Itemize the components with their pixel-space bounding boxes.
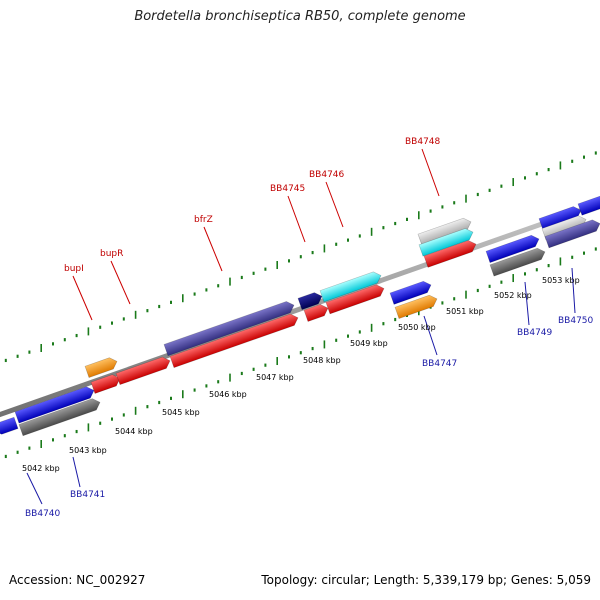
gene-label-BB4747: BB4747 — [422, 359, 457, 369]
gene-labels-top: bupI bupR bfrZ BB4745 BB4746 BB4748 — [64, 137, 441, 274]
leader-line — [325, 181, 344, 228]
cds-BB4750-blue — [538, 206, 582, 231]
leader-line — [571, 267, 576, 314]
gene-label-bupR: bupR — [100, 249, 123, 259]
gene-features — [0, 195, 600, 437]
cds-BB4748-cyan — [418, 228, 474, 257]
gene-label-BB4749: BB4749 — [517, 328, 553, 338]
cds-bfrZ-slate — [163, 301, 295, 357]
scale-label: 5043 kbp — [69, 446, 107, 455]
scale-label: 5050 kbp — [398, 323, 436, 332]
leader-line — [287, 195, 306, 243]
genome-stats-label: Topology: circular; Length: 5,339,179 bp… — [261, 573, 591, 587]
scale-label: 5044 kbp — [115, 427, 153, 436]
scale-label: 5042 kbp — [22, 464, 60, 473]
cds-BB4746-cyan — [319, 271, 382, 303]
gene-label-BB4745: BB4745 — [270, 184, 305, 194]
cds-BB4748-light — [417, 217, 472, 246]
cds-BB4749-blue — [485, 234, 540, 263]
scale-labels: 5042 kbp 5043 kbp 5044 kbp 5045 kbp 5046… — [22, 276, 580, 473]
cds-bupI-orange — [84, 357, 118, 378]
leader-line — [72, 275, 93, 321]
gene-label-BB4740: BB4740 — [25, 509, 61, 519]
scale-label: 5049 kbp — [350, 339, 388, 348]
cds-bupI — [90, 374, 121, 394]
cds-BB4749-gray — [489, 247, 546, 277]
scale-label: 5051 kbp — [446, 307, 484, 316]
tick-tracks — [4, 151, 597, 459]
cds-BB4741-blue — [14, 386, 95, 424]
gene-label-BB4750: BB4750 — [558, 316, 594, 326]
leader-line — [423, 315, 438, 356]
cds-bfrZ — [169, 313, 299, 369]
genome-backbone — [0, 200, 600, 418]
scale-label: 5048 kbp — [303, 356, 341, 365]
cds-BB4748 — [423, 240, 477, 268]
accession-label: Accession: NC_002927 — [9, 573, 146, 587]
cds-BB4750-slate — [544, 219, 600, 249]
leader-line — [203, 226, 223, 272]
cds-BB4747-blue — [389, 280, 432, 305]
leader-line — [26, 472, 43, 505]
cds-bupR — [115, 356, 171, 386]
cds-BB4745-navy — [297, 292, 323, 311]
leader-line — [72, 456, 81, 488]
scale-label: 5052 kbp — [494, 291, 532, 300]
scale-label: 5045 kbp — [162, 408, 200, 417]
cds-BB4740 — [0, 416, 19, 435]
leader-line — [110, 260, 131, 305]
gene-label-bupI: bupI — [64, 264, 84, 274]
gene-label-BB4741: BB4741 — [70, 490, 105, 500]
cds-edge-blue — [577, 195, 600, 216]
scale-label: 5053 kbp — [542, 276, 580, 285]
gene-label-BB4746: BB4746 — [309, 170, 345, 180]
gene-label-BB4748: BB4748 — [405, 137, 441, 147]
leader-line — [524, 281, 530, 326]
map-title: Bordetella bronchiseptica RB50, complete… — [134, 9, 466, 24]
cds-BB4746 — [325, 284, 385, 315]
scale-label: 5046 kbp — [209, 390, 247, 399]
gene-label-bfrZ: bfrZ — [194, 215, 213, 225]
label-leader-lines — [26, 148, 576, 505]
leader-line — [421, 148, 440, 197]
cds-BB4747-orange — [394, 294, 438, 319]
gene-labels-bottom: BB4740 BB4741 BB4747 BB4749 BB4750 — [25, 316, 594, 519]
cds-BB4745 — [303, 304, 329, 322]
scale-label: 5047 kbp — [256, 373, 294, 382]
cds-BB4741-gray — [18, 398, 101, 437]
